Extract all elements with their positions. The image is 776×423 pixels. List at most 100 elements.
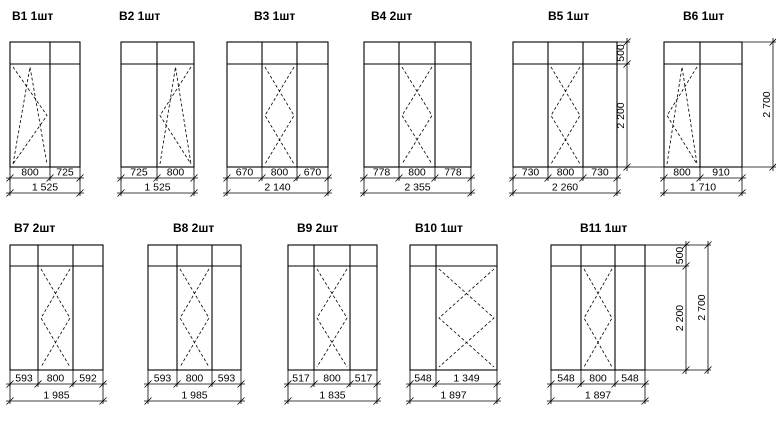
opening-swing-symbol	[438, 268, 495, 368]
opening-swing-symbol	[316, 268, 348, 368]
segment-dimension-label: 800	[589, 373, 607, 385]
dimension-tick	[704, 241, 712, 249]
dimension-tick	[579, 174, 587, 182]
dimension-tick	[208, 380, 216, 388]
opening-tilt-symbol	[666, 66, 698, 165]
dimension-tick	[346, 380, 354, 388]
dimension-tick	[173, 380, 181, 388]
dimension-tick	[6, 397, 14, 405]
overall-dimension-label: 1 897	[440, 390, 466, 402]
overall-dimension-label: 1 525	[32, 182, 58, 194]
segment-dimension-label: 730	[522, 167, 540, 179]
opening-swing-symbol	[666, 66, 698, 165]
segment-dimension-label: 800	[47, 373, 65, 385]
window-title: В4 2шт	[371, 9, 412, 23]
opening-swing-symbol	[316, 268, 348, 368]
overall-dimension-label: 1 835	[319, 390, 345, 402]
window-w8: В8 2шт 593 800 593 1 985	[144, 221, 245, 405]
dimension-tick	[769, 38, 776, 46]
segment-dimension-label: 725	[56, 167, 74, 179]
segment-dimension-label: 800	[167, 167, 185, 179]
dimension-tick	[293, 174, 301, 182]
segment-dimension-label: 548	[557, 373, 575, 385]
overall-height-label: 2 700	[696, 294, 708, 320]
window-w9: В9 2шт 517 800 517 1 835	[284, 221, 381, 405]
transom-height-label: 500	[615, 44, 627, 62]
opening-swing-symbol	[550, 66, 581, 165]
window-title: В1 1шт	[12, 9, 53, 23]
window-w1: В1 1шт 800 725 1 525	[6, 9, 84, 197]
window-title: В5 1шт	[548, 9, 589, 23]
height-dimension-h2: 500 2 200 2 700	[645, 241, 712, 374]
segment-dimension-label: 800	[21, 167, 39, 179]
segment-dimension-label: 593	[15, 373, 33, 385]
window-w5: В5 1шт 730 800 730 2 260	[509, 9, 621, 197]
window-frame	[9, 41, 81, 168]
dimension-tick	[623, 60, 631, 68]
dimension-tick	[704, 366, 712, 374]
dimension-tick	[117, 189, 125, 197]
dimension-tick	[258, 174, 266, 182]
overall-dimension-label: 2 260	[552, 182, 578, 194]
opening-swing-symbol	[583, 268, 613, 368]
window-w10: В10 1шт 548 1 349 1 897	[406, 221, 501, 405]
dimension-tick	[432, 380, 440, 388]
segment-dimension-label: 725	[130, 167, 148, 179]
opening-swing-symbol	[179, 268, 210, 368]
dimension-tick	[682, 262, 690, 270]
segment-dimension-label: 517	[292, 373, 310, 385]
overall-dimension-label: 1 985	[43, 390, 69, 402]
segment-dimension-label: 548	[414, 373, 432, 385]
segment-dimension-label: 548	[621, 373, 639, 385]
opening-swing-symbol	[583, 268, 613, 368]
height-dimension-h1: 500 2 200 2 700	[615, 38, 776, 171]
opening-tilt-symbol	[12, 66, 48, 165]
lower-height-label: 2 200	[674, 305, 686, 331]
opening-swing-symbol	[40, 268, 71, 368]
dimension-tick	[623, 38, 631, 46]
segment-dimension-label: 800	[323, 373, 341, 385]
opening-swing-symbol	[12, 66, 48, 165]
window-title: В2 1шт	[119, 9, 160, 23]
transom-height-label: 500	[674, 247, 686, 265]
dimension-tick	[641, 397, 649, 405]
overall-dimension-label: 1 525	[144, 182, 170, 194]
window-title: В3 1шт	[254, 9, 295, 23]
window-frame	[226, 41, 329, 168]
opening-swing-symbol	[438, 268, 495, 368]
window-w6: В6 1шт 800 910 1 710	[660, 9, 746, 197]
dimension-tick	[223, 189, 231, 197]
window-title: В9 2шт	[297, 221, 338, 235]
window-frame	[550, 244, 646, 371]
segment-dimension-label: 800	[673, 167, 691, 179]
dimension-tick	[373, 397, 381, 405]
dimension-tick	[34, 380, 42, 388]
overall-dimension-label: 1 897	[585, 390, 611, 402]
dimension-tick	[613, 189, 621, 197]
opening-swing-symbol	[550, 66, 581, 165]
segment-dimension-label: 800	[186, 373, 204, 385]
segment-dimension-label: 800	[271, 167, 289, 179]
window-title: В6 1шт	[683, 9, 724, 23]
overall-dimension-label: 1 710	[690, 182, 716, 194]
lower-height-label: 2 200	[615, 102, 627, 128]
overall-dimension-label: 2 140	[264, 182, 290, 194]
opening-swing-symbol	[401, 66, 433, 165]
dimension-tick	[190, 189, 198, 197]
dimension-tick	[284, 397, 292, 405]
window-frame	[663, 41, 743, 168]
dimension-tick	[547, 397, 555, 405]
dimension-tick	[431, 174, 439, 182]
dimension-tick	[76, 189, 84, 197]
dimension-tick	[237, 397, 245, 405]
dimension-tick	[69, 380, 77, 388]
opening-swing-symbol	[264, 66, 295, 165]
opening-swing-symbol	[179, 268, 210, 368]
dimension-tick	[324, 189, 332, 197]
dimension-tick	[144, 397, 152, 405]
window-w3: В3 1шт 670 800 670 2 140	[223, 9, 332, 197]
segment-dimension-label: 593	[218, 373, 236, 385]
dimension-tick	[738, 189, 746, 197]
window-title: В8 2шт	[173, 221, 214, 235]
